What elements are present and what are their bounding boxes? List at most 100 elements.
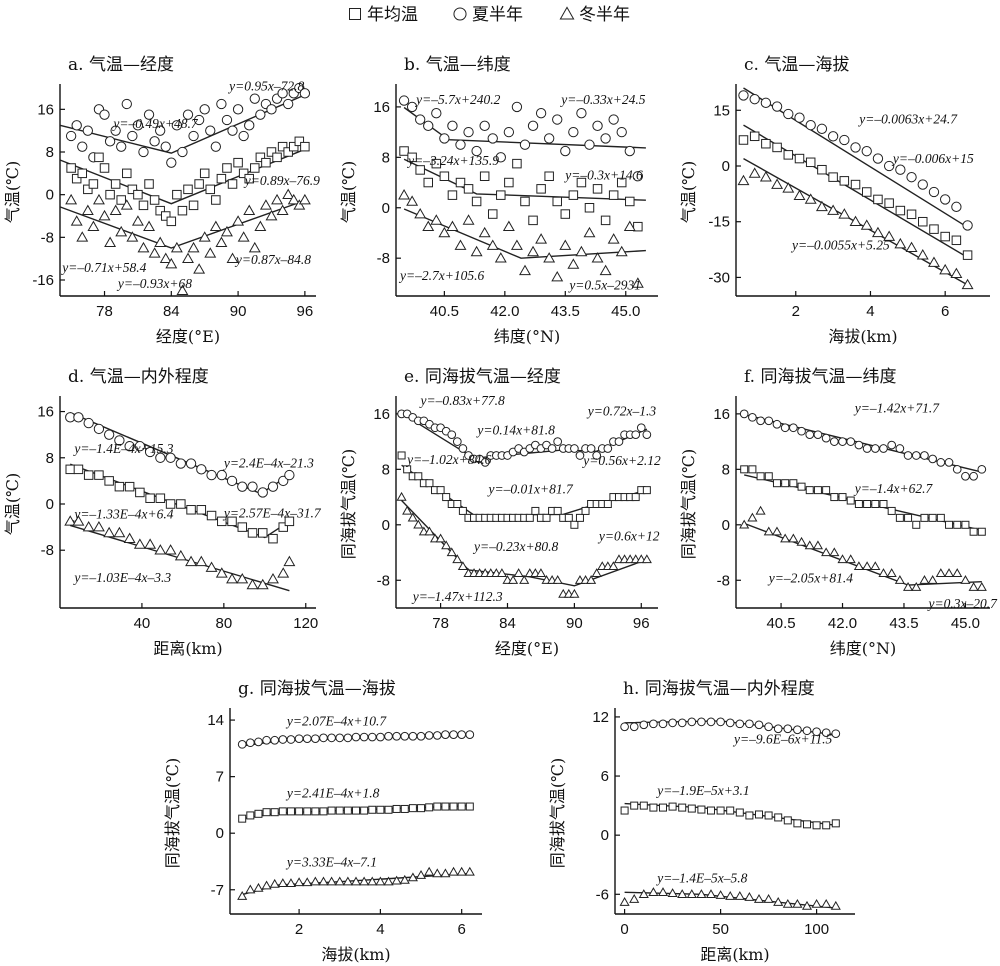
data-point-circle [124,441,135,452]
y-tick-label: 8 [382,149,390,166]
data-point-triangle [559,239,572,250]
y-axis-label: 气温(℃) [679,161,698,223]
data-point-square [272,152,282,163]
data-point-triangle [457,561,468,571]
y-tick-label: 8 [382,461,390,478]
data-point-triangle [448,866,459,876]
data-point-square [471,196,482,207]
data-point-square [227,516,237,527]
data-point-triangle [406,195,419,206]
data-point-triangle [886,568,897,577]
data-point-triangle [87,220,100,231]
y-tick-label: 16 [37,404,54,421]
data-point-square [940,231,950,242]
data-point-square [183,184,193,195]
data-point-square [544,171,554,181]
data-point-circle [311,734,320,744]
y-tick-label: -8 [41,229,54,246]
data-point-circle [576,108,587,119]
data-point-circle [739,409,749,419]
data-point-triangle [92,521,105,532]
chart-svg-f: f. 同海拔气温—纬度 40.5 42.0 43.5 45.0 16 8 0 -8 纬度(°N) 同… [679,367,998,658]
y-axis-label: 气温(℃) [3,473,22,535]
data-point-square [803,820,811,829]
data-point-triangle [961,278,974,290]
data-point-triangle [780,533,791,543]
data-point-circle [262,735,271,745]
equation-label: y=–2.05x+81.4 [767,570,853,585]
y-axis-label: 同海拔气温(℃) [339,449,358,559]
data-point-triangle [237,231,250,242]
data-point-circle [73,412,84,423]
data-point-triangle [519,264,531,276]
data-point-circle [816,123,828,135]
data-point-square [368,805,377,814]
data-point-square [176,499,186,509]
data-point-circle [738,90,749,101]
data-point-triangle [310,876,321,886]
data-point-triangle [725,891,736,900]
data-point-square [278,522,288,532]
data-point-triangle [928,256,940,267]
data-point-square [726,806,735,815]
data-point-square [817,164,827,175]
data-point-circle [592,451,602,460]
data-point-triangle [782,898,793,908]
data-point-circle [278,735,288,744]
equation-label: y=2.57E–4x–31.7 [222,505,322,520]
data-point-triangle [276,204,289,215]
data-point-triangle [804,193,817,204]
legend-item-circle: 夏半年 [453,5,523,25]
data-point-square [512,158,522,169]
data-point-triangle [812,540,823,550]
data-point-circle [906,171,917,183]
data-point-triangle [696,889,707,898]
data-point-triangle [215,236,228,247]
data-point-triangle [747,512,758,522]
data-point-triangle [535,568,546,577]
data-point-circle [658,719,668,729]
data-point-circle [503,126,515,138]
data-point-square [581,506,590,515]
data-point-triangle [232,215,245,226]
data-point-circle [367,732,377,742]
data-point-triangle [277,878,288,887]
data-point-triangle [883,230,896,241]
data-point-square [165,499,176,509]
data-point-triangle [599,264,612,276]
y-axis-label: 气温(℃) [3,161,22,223]
series-square [397,451,651,529]
data-point-circle [384,731,393,741]
x-tick-label: 2 [295,921,303,938]
data-point-triangle [853,561,864,571]
data-point-square [839,176,850,186]
fit-line-triangle [59,199,306,249]
data-point-triangle [648,887,659,896]
data-point-circle [193,114,205,126]
data-point-square [116,195,126,205]
data-point-square [423,177,433,188]
data-point-square [135,487,145,498]
data-point-square [789,479,798,488]
x-tick-label: 6 [458,921,466,938]
data-point-triangle [269,878,280,888]
y-tick-label: -30 [708,269,730,286]
data-point-square [642,486,651,495]
data-point-triangle [829,547,840,557]
x-tick-label: 6 [941,303,949,320]
data-point-square [608,190,619,200]
data-point-triangle [414,207,427,219]
data-point-square [951,235,962,246]
data-point-square [99,163,110,173]
data-point-circle [439,133,450,144]
data-point-triangle [771,526,783,536]
data-point-triangle [236,573,249,584]
data-point-triangle [552,575,563,584]
data-point-triangle [174,549,187,561]
y-axis-label: 同海拔气温(℃) [163,758,182,868]
data-point-circle [343,733,353,743]
data-point-square [155,205,165,216]
legend-marker-circle [453,7,467,21]
data-point-circle [392,731,401,741]
x-tick-label: 78 [432,615,449,632]
